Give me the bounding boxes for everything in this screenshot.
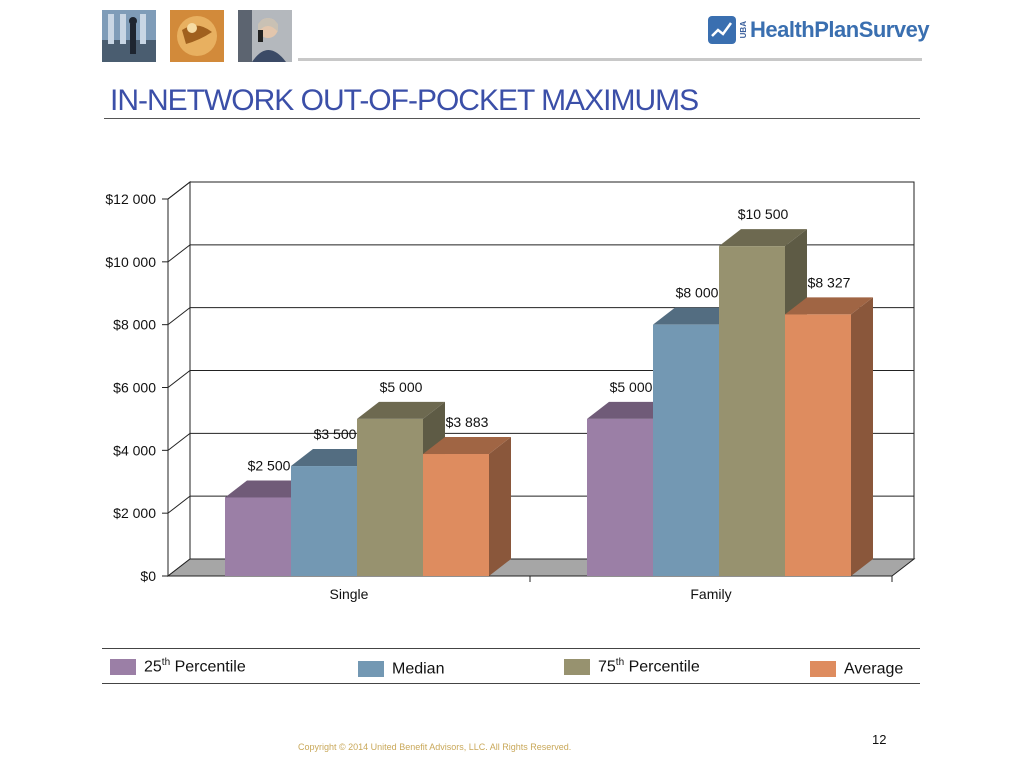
- legend-label: 25th Percentile: [144, 657, 246, 676]
- chart-logo-icon: [708, 16, 736, 44]
- y-tick-label: $4 000: [113, 442, 156, 458]
- legend-swatch: [358, 660, 384, 677]
- legend-item-75th-percentile: 75th Percentile: [564, 657, 700, 676]
- chart-legend: 25th Percentile Median 75th Percentile A…: [102, 648, 920, 684]
- header-divider: [298, 58, 922, 61]
- gridline-side: [167, 432, 191, 451]
- x-tick-label: Family: [690, 586, 731, 602]
- legend-item-25th-percentile: 25th Percentile: [110, 657, 246, 676]
- data-label: $8 000: [676, 285, 719, 301]
- y-tick-label: $2 000: [113, 505, 156, 521]
- bar: [291, 466, 357, 576]
- title-divider: [104, 118, 920, 119]
- copyright-notice: Copyright © 2014 United Benefit Advisors…: [298, 742, 572, 752]
- bar-top: [357, 401, 445, 419]
- brand-logo: UBA HealthPlanSurvey: [708, 14, 930, 46]
- y-tick-label: $10 000: [105, 254, 156, 270]
- bar: [785, 314, 851, 576]
- data-label: $5 000: [380, 379, 423, 395]
- legend-swatch: [110, 658, 136, 675]
- bar: [225, 497, 291, 576]
- header-photos: [102, 10, 306, 62]
- office-photo-icon: [102, 10, 156, 62]
- bar: [653, 324, 719, 576]
- y-tick-label: $8 000: [113, 317, 156, 333]
- bar-side: [851, 297, 873, 576]
- y-tick-label: $0: [140, 568, 156, 584]
- bar: [357, 418, 423, 576]
- data-label: $8 327: [808, 274, 851, 290]
- bar: [423, 454, 489, 576]
- x-tick-label: Single: [330, 586, 369, 602]
- bar-top: [785, 297, 873, 315]
- legend-label: Average: [844, 660, 904, 678]
- y-tick-label: $12 000: [105, 191, 156, 207]
- legend-swatch: [810, 660, 836, 677]
- page-number: 12: [872, 732, 887, 747]
- gridline-side: [167, 244, 191, 263]
- gridline-side: [167, 307, 191, 326]
- legend-swatch: [564, 658, 590, 675]
- data-label: $5 000: [610, 379, 653, 395]
- legend-label: 75th Percentile: [598, 657, 700, 676]
- bar-top: [423, 437, 511, 455]
- bar-top: [719, 229, 807, 247]
- phone-woman-photo-icon: [238, 10, 292, 62]
- gridline-side: [167, 370, 191, 388]
- page-title: IN-NETWORK OUT-OF-POCKET MAXIMUMS: [110, 84, 699, 117]
- bar-side: [489, 437, 511, 576]
- gridline-side: [167, 495, 191, 514]
- bar: [719, 246, 785, 576]
- legend-item-average: Average: [810, 659, 903, 678]
- gridline-side: [167, 181, 191, 200]
- data-label: $3 500: [314, 426, 357, 442]
- data-label: $2 500: [248, 457, 291, 473]
- bar: [587, 418, 653, 576]
- y-tick-label: $6 000: [113, 380, 156, 396]
- legend-label: Median: [392, 660, 445, 678]
- bar-chart: $0 $2 000 $4 000 $6 000 $8 000 $10 000 $12 000…: [105, 180, 916, 602]
- data-label: $10 500: [738, 206, 789, 222]
- brand-name: HealthPlanSurvey: [750, 17, 930, 42]
- data-label: $3 883: [446, 414, 489, 430]
- legend-item-median: Median: [358, 659, 444, 678]
- globe-photo-icon: [170, 10, 224, 62]
